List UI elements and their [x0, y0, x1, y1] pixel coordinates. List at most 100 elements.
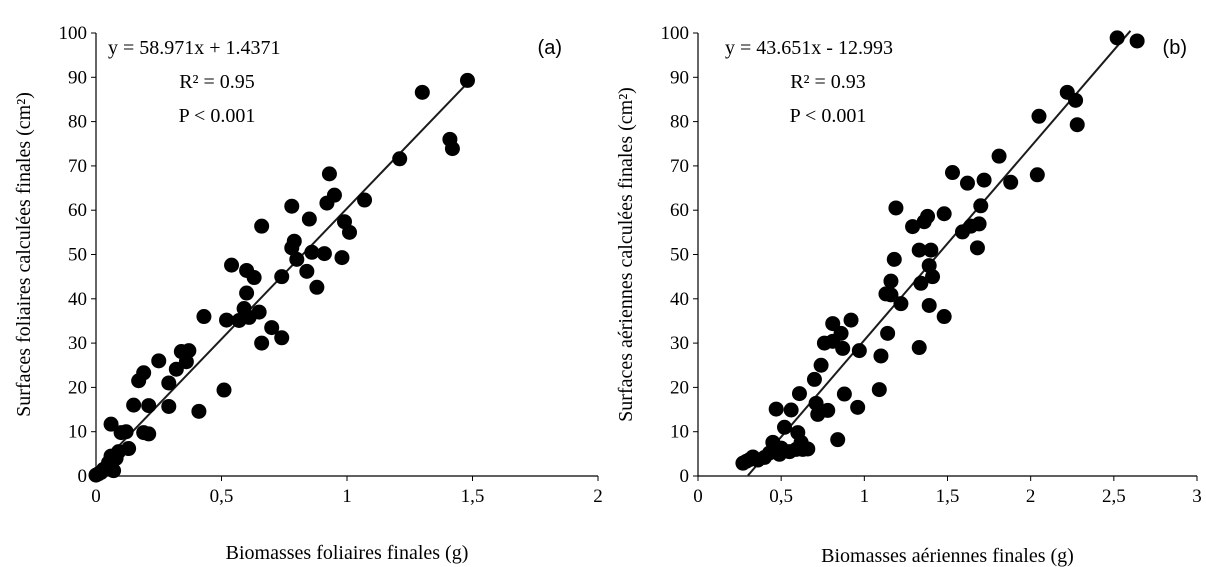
data-point: [825, 316, 841, 332]
data-point: [161, 398, 177, 414]
y-tick-label: 10: [670, 422, 689, 443]
x-tick-label: 1: [342, 486, 352, 507]
data-point: [835, 340, 851, 356]
y-tick-label: 10: [68, 422, 87, 443]
data-point: [806, 371, 822, 387]
regression-annotation: P < 0.001: [179, 105, 256, 127]
data-point: [103, 416, 119, 432]
data-point: [783, 402, 799, 418]
data-points: [88, 72, 475, 483]
data-point: [414, 84, 430, 100]
data-point: [808, 395, 824, 411]
y-tick-label: 40: [68, 289, 87, 310]
data-point: [959, 175, 975, 191]
data-point: [833, 325, 849, 341]
x-tick-label: 1: [860, 486, 870, 507]
data-point: [326, 187, 342, 203]
x-tick-label: 1,5: [461, 486, 485, 507]
y-tick-label: 80: [68, 112, 87, 133]
y-tick-label: 40: [670, 289, 689, 310]
data-point: [286, 233, 302, 249]
data-point: [334, 250, 350, 266]
y-tick-label: 0: [78, 466, 88, 487]
data-point: [1129, 33, 1145, 49]
data-point: [141, 398, 157, 414]
data-point: [813, 357, 829, 373]
data-point: [851, 343, 867, 359]
data-point: [976, 172, 992, 188]
data-point: [216, 382, 232, 398]
x-tick-label: 3: [1192, 486, 1202, 507]
y-tick-label: 0: [680, 466, 690, 487]
data-point: [920, 208, 936, 224]
data-point: [1069, 117, 1085, 133]
data-point: [905, 219, 921, 235]
data-point: [342, 224, 358, 240]
data-point: [224, 257, 240, 273]
data-point: [121, 441, 137, 457]
data-point: [991, 148, 1007, 164]
y-tick-label: 100: [59, 23, 88, 44]
x-tick-label: 0,5: [210, 486, 234, 507]
x-tick-label: 0: [91, 486, 101, 507]
data-point: [888, 200, 904, 216]
regression-annotation: R² = 0.95: [179, 71, 255, 93]
data-point: [264, 320, 280, 336]
y-tick-label: 20: [670, 377, 689, 398]
data-point: [161, 375, 177, 391]
data-point: [836, 386, 852, 402]
data-point: [191, 403, 207, 419]
data-point: [843, 312, 859, 328]
data-point: [886, 251, 902, 267]
data-point: [444, 141, 460, 157]
data-point: [289, 251, 305, 267]
x-tick-label: 0: [693, 486, 703, 507]
data-point: [973, 198, 989, 214]
regression-annotation: y = 43.651x - 12.993: [725, 37, 893, 59]
regression-annotation: y = 58.971x + 1.4371: [108, 37, 281, 59]
data-point: [126, 397, 142, 413]
y-tick-label: 70: [68, 156, 87, 177]
data-point: [459, 72, 475, 88]
data-point: [1109, 30, 1125, 46]
data-point: [925, 269, 941, 285]
data-point: [969, 240, 985, 256]
data-point: [776, 419, 792, 435]
y-tick-label: 50: [670, 245, 689, 266]
data-point: [791, 386, 807, 402]
x-axis-title: Biomasses foliaires finales (g): [226, 542, 469, 564]
y-tick-label: 100: [661, 23, 690, 44]
data-point: [136, 365, 152, 381]
chart-panel-a: 0 10 20 30 40 50 60 70 80 90 100 0 0,5 1 1,5 2 Biomasses…: [13, 23, 603, 564]
x-tick-label: 1,5: [936, 486, 960, 507]
data-point: [251, 304, 267, 320]
data-point: [873, 348, 889, 364]
regression-annotation: P < 0.001: [790, 105, 867, 127]
data-point: [1068, 92, 1084, 108]
x-tick-label: 2: [1026, 486, 1036, 507]
data-point: [883, 273, 899, 289]
data-point: [971, 216, 987, 232]
data-point: [304, 244, 320, 260]
y-tick-label: 90: [68, 67, 87, 88]
regression-annotation: R² = 0.93: [790, 71, 866, 93]
y-axis-title: Surfaces foliaires calculées finales (cm…: [13, 92, 35, 417]
y-tick-label: 70: [670, 156, 689, 177]
y-tick-label: 50: [68, 245, 87, 266]
data-point: [911, 242, 927, 258]
chart-panel-b: 0 10 20 30 40 50 60 70 80 90 100 0 0,5 1 1,5 2 2,5 3 Bioma…: [615, 23, 1202, 567]
data-point: [800, 441, 816, 457]
data-point: [944, 165, 960, 181]
data-point: [883, 287, 899, 303]
data-point: [316, 246, 332, 262]
y-tick-label: 90: [670, 67, 689, 88]
data-point: [392, 151, 408, 167]
data-point: [357, 192, 373, 208]
x-tick-label: 2: [593, 486, 603, 507]
data-point: [196, 309, 212, 325]
data-point: [321, 166, 337, 182]
y-tick-label: 20: [68, 377, 87, 398]
x-tick-label: 2,5: [1102, 486, 1126, 507]
y-tick-label: 60: [670, 200, 689, 221]
data-point: [106, 463, 122, 479]
